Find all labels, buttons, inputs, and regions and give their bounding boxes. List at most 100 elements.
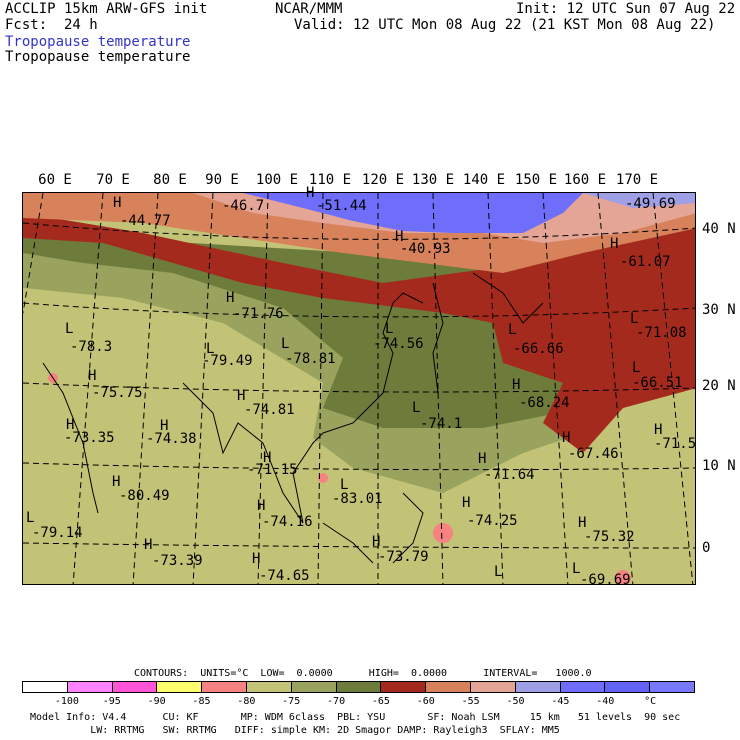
legend-tick: -60 <box>416 696 435 707</box>
color-legend <box>22 681 695 693</box>
value-label: -74.1 <box>420 416 463 432</box>
pressure-center-label: H <box>654 422 663 438</box>
value-label: -71.08 <box>636 325 687 341</box>
value-label: -61.07 <box>620 254 671 270</box>
value-label: -71.15 <box>247 462 298 478</box>
pressure-center-label: L <box>412 400 421 416</box>
latitude-label: 40 N <box>702 221 736 237</box>
field-subtitle: Tropopause temperature <box>5 49 191 65</box>
pressure-center-label: H <box>478 451 487 467</box>
latitude-label: 30 N <box>702 302 736 318</box>
fill-minus45-band <box>243 193 583 233</box>
pressure-center-label: L <box>340 477 349 493</box>
value-label: -73.35 <box>64 430 115 446</box>
value-label: -69.69 <box>580 572 631 588</box>
value-label: -79.14 <box>32 525 83 541</box>
value-label: -73.79 <box>378 549 429 565</box>
legend-swatch <box>112 682 158 692</box>
value-label: -49.69 <box>625 196 676 212</box>
value-label: -74.16 <box>262 514 313 530</box>
legend-swatch <box>202 682 247 692</box>
temperature-field <box>23 193 695 584</box>
pressure-center-label: H <box>226 290 235 306</box>
value-label: -40.93 <box>400 241 451 257</box>
fill-spot <box>318 473 328 483</box>
graticule <box>23 193 695 584</box>
value-label: -74.38 <box>146 431 197 447</box>
pressure-center-label: L <box>385 321 394 337</box>
coastlines <box>42 272 544 564</box>
pressure-center-label: H <box>144 537 153 553</box>
latitude-label: 20 N <box>702 378 736 394</box>
value-label: -46.7 <box>222 198 265 214</box>
pressure-center-label: H <box>395 229 404 245</box>
value-label: -78.3 <box>70 339 113 355</box>
valid-time: Valid: 12 UTC Mon 08 Aug 22 (21 KST Mon … <box>294 17 716 33</box>
pressure-center-label: H <box>113 195 122 211</box>
pressure-center-label: H <box>257 498 266 514</box>
value-label: -75.32 <box>584 529 635 545</box>
value-label: -79.49 <box>202 353 253 369</box>
legend-swatch <box>426 682 471 692</box>
legend-tick: -85 <box>192 696 211 707</box>
legend-swatch <box>157 682 203 692</box>
pressure-center-label: H <box>66 417 75 433</box>
value-label: -73.39 <box>152 553 203 569</box>
value-label: -74.65 <box>259 568 310 584</box>
longitude-label: 110 E <box>308 172 352 188</box>
value-label: -44.77 <box>120 213 171 229</box>
longitude-label: 170 E <box>615 172 659 188</box>
pressure-center-label: L <box>572 561 581 577</box>
longitude-label: 140 E <box>462 172 506 188</box>
pressure-center-label: H <box>252 551 261 567</box>
value-label: -83.01 <box>332 491 383 507</box>
value-label: -74.56 <box>373 336 424 352</box>
pressure-center-label: L <box>26 510 35 526</box>
value-label: -67.46 <box>568 446 619 462</box>
longitude-label: 130 E <box>411 172 455 188</box>
init-time: Init: 12 UTC Sun 07 Aug 22 <box>516 1 736 17</box>
value-label: -66.66 <box>513 341 564 357</box>
pressure-center-label: H <box>237 388 246 404</box>
pressure-center-label: H <box>512 377 521 393</box>
legend-tick: -55 <box>461 696 480 707</box>
fill-spot <box>615 570 631 584</box>
longitude-label: 120 E <box>361 172 405 188</box>
pressure-center-label: L <box>494 564 503 580</box>
longitude-label: 80 E <box>153 172 187 188</box>
pressure-center-label: L <box>281 336 290 352</box>
pressure-center-label: L <box>632 360 641 376</box>
forecast-hour: Fcst: 24 h <box>5 17 98 33</box>
pressure-center-label: H <box>462 495 471 511</box>
value-label: -51.44 <box>316 198 367 214</box>
legend-swatch <box>605 682 651 692</box>
pressure-center-label: H <box>112 474 121 490</box>
legend-tick: -45 <box>551 696 570 707</box>
value-label: -68.24 <box>519 395 570 411</box>
map-panel <box>22 192 696 585</box>
fill-minus60-band <box>23 213 695 453</box>
longitude-label: 70 E <box>96 172 130 188</box>
field-title: Tropopause temperature <box>5 34 191 50</box>
fill-minus40-band <box>583 193 695 208</box>
legend-swatch <box>650 682 694 692</box>
value-label: -66.51 <box>632 375 683 391</box>
legend-tick: -50 <box>506 696 525 707</box>
value-label: -80.49 <box>119 488 170 504</box>
pressure-center-label: H <box>306 185 315 201</box>
pressure-center-label: H <box>562 430 571 446</box>
legend-tick: -80 <box>237 696 256 707</box>
longitude-label: 160 E <box>563 172 607 188</box>
pressure-center-label: L <box>206 341 215 357</box>
latitude-label: 0 <box>702 540 711 556</box>
legend-tick: -75 <box>282 696 301 707</box>
longitude-label: 100 E <box>255 172 299 188</box>
model-info-line2: LW: RRTMG SW: RRTMG DIFF: simple KM: 2D … <box>30 725 560 736</box>
legend-tick: -70 <box>327 696 346 707</box>
legend-tick: °C <box>644 696 657 707</box>
longitude-label: 150 E <box>514 172 558 188</box>
value-label: -71.76 <box>233 306 284 322</box>
value-label: -78.81 <box>285 351 336 367</box>
model-info-line1: Model Info: V4.4 CU: KF MP: WDM 6class P… <box>30 712 681 723</box>
center-title: NCAR/MMM <box>275 1 343 17</box>
